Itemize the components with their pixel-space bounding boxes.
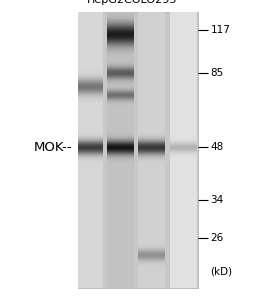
Text: (kD): (kD) (210, 266, 233, 276)
Text: 48: 48 (210, 142, 224, 152)
Text: HepG2COLO293: HepG2COLO293 (87, 0, 177, 5)
Bar (78, 12, 198, 288)
Text: 34: 34 (210, 195, 224, 205)
Text: 85: 85 (210, 68, 224, 78)
Text: 117: 117 (210, 25, 230, 35)
Text: 26: 26 (210, 233, 224, 243)
Text: MOK--: MOK-- (34, 141, 72, 154)
